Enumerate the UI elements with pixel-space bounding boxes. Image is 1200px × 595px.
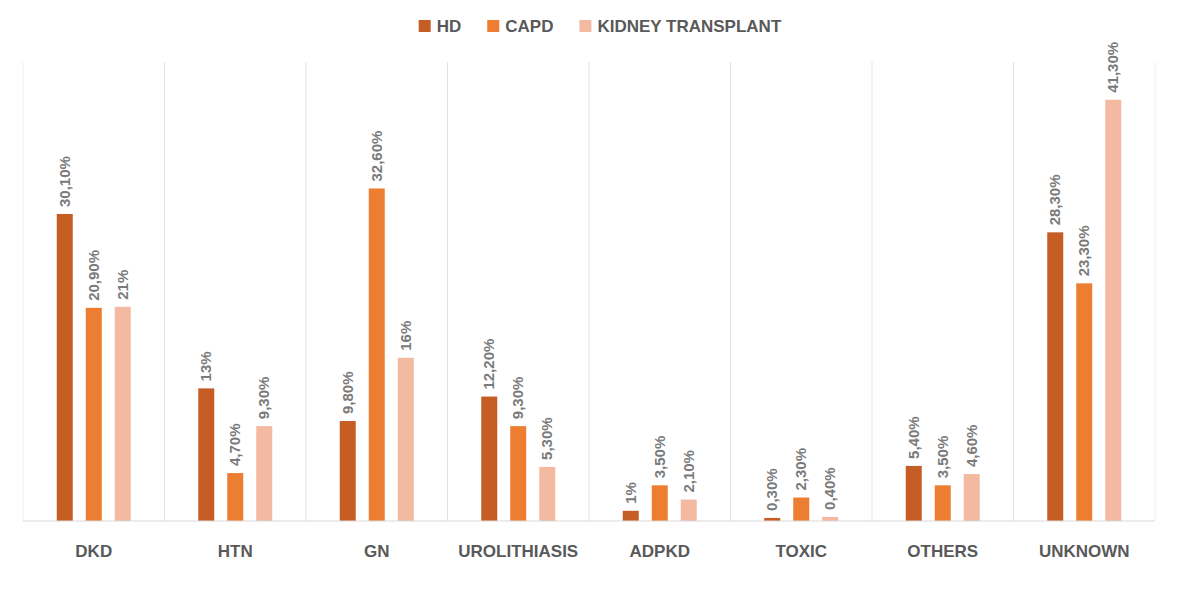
data-label: 3,50% bbox=[934, 436, 951, 479]
bar bbox=[256, 426, 272, 521]
category-separator bbox=[589, 62, 590, 521]
data-label: 20,90% bbox=[85, 250, 102, 301]
data-label: 0,30% bbox=[763, 468, 780, 511]
bar bbox=[198, 388, 214, 521]
bar bbox=[1047, 232, 1063, 521]
data-label: 1% bbox=[622, 482, 639, 504]
data-label: 3,50% bbox=[651, 436, 668, 479]
bar bbox=[681, 500, 697, 521]
data-label: 5,30% bbox=[538, 417, 555, 460]
data-label: 0,40% bbox=[821, 467, 838, 510]
data-label: 4,70% bbox=[226, 424, 243, 467]
legend-swatch bbox=[419, 20, 431, 32]
category-separator bbox=[447, 62, 448, 521]
x-tick-label: OTHERS bbox=[907, 542, 978, 561]
bar bbox=[935, 485, 951, 521]
x-tick-label: TOXIC bbox=[775, 542, 827, 561]
legend: HD CAPD KIDNEY TRANSPLANT bbox=[419, 17, 782, 36]
data-label: 32,60% bbox=[368, 131, 385, 182]
x-tick-label: UNKNOWN bbox=[1039, 542, 1130, 561]
bar bbox=[906, 466, 922, 521]
data-label: 41,30% bbox=[1104, 42, 1121, 93]
legend-label: HD bbox=[437, 17, 462, 36]
legend-swatch bbox=[579, 20, 591, 32]
data-label: 2,10% bbox=[680, 450, 697, 493]
data-labels: 30,10% 13% 9,80% 12,20% 1% 0,30% 5,40% 28,30% 20… bbox=[56, 42, 1122, 511]
bar bbox=[1076, 283, 1092, 521]
data-label: 12,20% bbox=[480, 339, 497, 390]
x-tick-label: ADPKD bbox=[630, 542, 690, 561]
bar bbox=[340, 421, 356, 521]
data-label: 5,40% bbox=[905, 416, 922, 459]
bar bbox=[964, 474, 980, 521]
bar bbox=[539, 467, 555, 521]
category-separator bbox=[730, 62, 731, 521]
legend-label: KIDNEY TRANSPLANT bbox=[597, 17, 781, 36]
x-tick-label: GN bbox=[364, 542, 390, 561]
bar bbox=[86, 308, 102, 521]
bar bbox=[115, 307, 131, 521]
category-separator bbox=[306, 62, 307, 521]
bar bbox=[822, 517, 838, 521]
bars bbox=[57, 100, 1122, 521]
bar bbox=[652, 485, 668, 521]
plot-edge bbox=[1155, 62, 1156, 521]
bar bbox=[398, 358, 414, 521]
data-label: 21% bbox=[114, 270, 131, 300]
legend-swatch bbox=[487, 20, 499, 32]
data-label: 16% bbox=[397, 321, 414, 351]
bar bbox=[623, 511, 639, 521]
x-tick-label: UROLITHIASIS bbox=[458, 542, 578, 561]
data-label: 9,30% bbox=[255, 377, 272, 420]
bar bbox=[1105, 100, 1121, 521]
bar bbox=[793, 498, 809, 521]
x-axis-line bbox=[23, 521, 1155, 522]
category-separator bbox=[1013, 62, 1014, 521]
bar bbox=[369, 188, 385, 521]
plot-edge bbox=[23, 62, 24, 521]
data-label: 30,10% bbox=[56, 156, 73, 207]
category-separator bbox=[872, 62, 873, 521]
chart: 30,10% 13% 9,80% 12,20% 1% 0,30% 5,40% 28,30% 20… bbox=[0, 0, 1200, 595]
bar bbox=[57, 214, 73, 521]
data-label: 13% bbox=[197, 351, 214, 381]
data-label: 28,30% bbox=[1046, 174, 1063, 225]
data-label: 2,30% bbox=[792, 448, 809, 491]
data-label: 9,30% bbox=[509, 377, 526, 420]
x-tick-label: DKD bbox=[75, 542, 112, 561]
data-label: 4,60% bbox=[963, 425, 980, 468]
category-separator bbox=[164, 62, 165, 521]
data-label: 9,80% bbox=[339, 371, 356, 414]
x-tick-label: HTN bbox=[218, 542, 253, 561]
data-label: 23,30% bbox=[1075, 225, 1092, 276]
bar bbox=[510, 426, 526, 521]
bar bbox=[481, 397, 497, 521]
legend-label: CAPD bbox=[505, 17, 553, 36]
bar bbox=[227, 473, 243, 521]
